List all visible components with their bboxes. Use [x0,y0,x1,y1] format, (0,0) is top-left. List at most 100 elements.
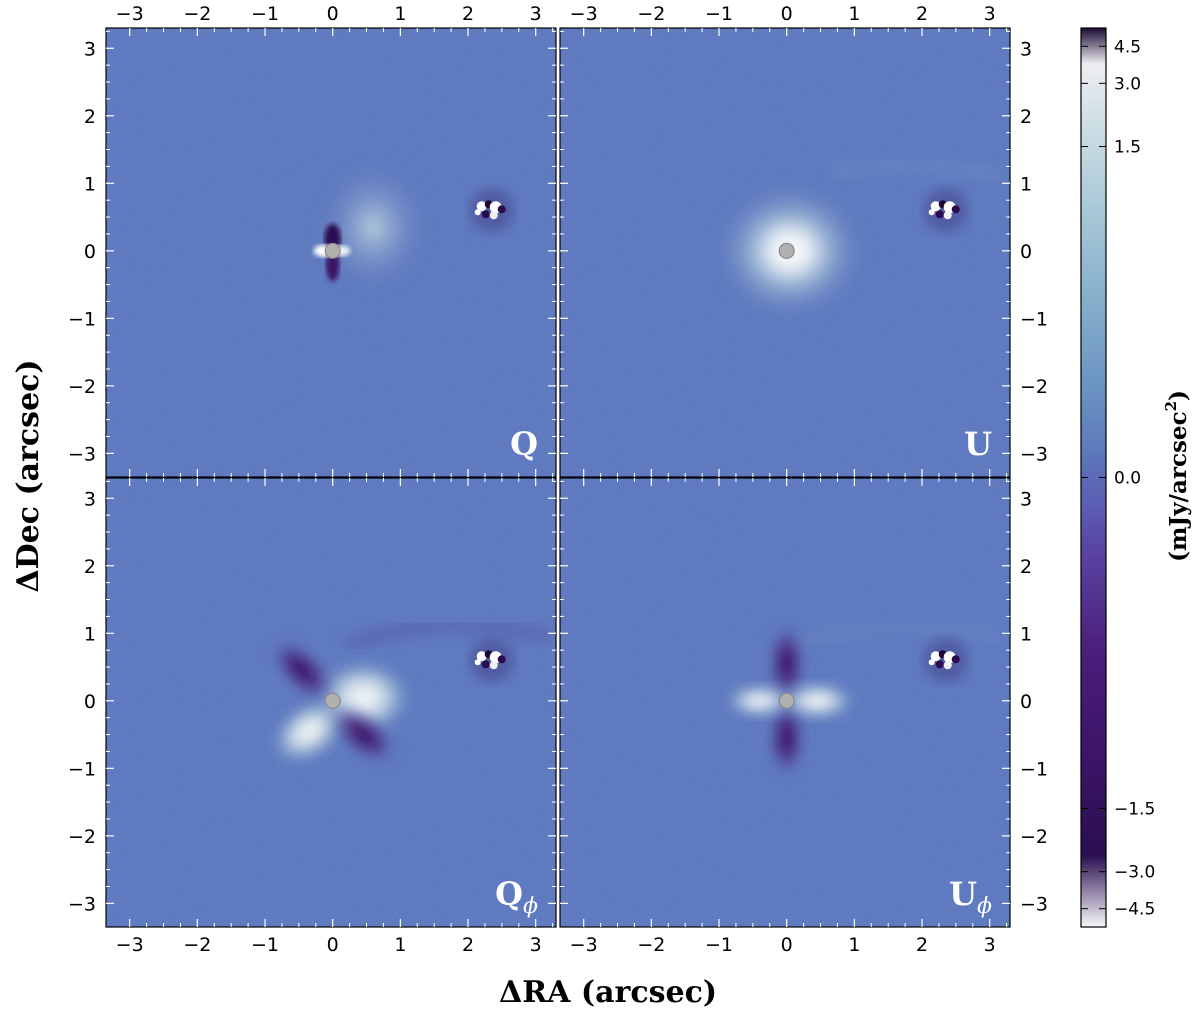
x-axis-title: ΔRA (arcsec) [499,975,717,1010]
colorbar-tick-label: 3.0 [1114,74,1141,94]
positive-lobe [779,681,855,720]
negative-lobe [270,638,335,703]
negative-lobe [767,622,806,705]
colorbar-title-main: (mJy/arcsec [1165,411,1192,561]
panel-ticks [560,28,1010,477]
y-tick-label-right: −2 [1020,826,1048,848]
outer-arc [343,617,552,655]
x-tick-label-bottom: 2 [462,934,474,956]
panel-frame [105,477,557,928]
x-tick-label-bottom: 3 [984,934,996,956]
tick-labels: −3 −2 −1 0 1 2 3 −3 −2 −1 0 1 2 3 [68,488,542,956]
y-tick-label-left: 0 [84,241,96,263]
outer-arc [798,619,1005,650]
x-tick-label-top: 0 [781,3,793,25]
coronagraph-mask [778,692,795,709]
x-tick-label-bottom: −3 [570,934,598,956]
companion-speckle [497,655,506,664]
colorbar-tick-label: −4.5 [1114,900,1155,920]
y-tick-label-left: 2 [84,556,96,578]
companion-speckle [474,209,481,216]
disk-emission [315,159,431,295]
x-tick-label-top: −1 [251,3,279,25]
x-tick-label-bottom: 1 [848,934,860,956]
panel-ticks [106,478,556,927]
x-tick-label-top: −1 [705,3,733,25]
companion [923,638,968,683]
y-tick-label-right: −3 [1020,443,1048,465]
x-tick-label-bottom: −2 [183,934,211,956]
y-tick-label-left: −1 [68,308,96,330]
x-tick-label-bottom: −1 [705,934,733,956]
panel-label-sub: ϕ [977,894,992,919]
panel-frame [559,477,1011,928]
x-tick-label-top: 1 [394,3,406,25]
companion-speckle [489,661,498,670]
companion-speckle [489,211,498,220]
y-tick-label-right: −2 [1020,376,1048,398]
y-tick-label-right: 0 [1020,241,1032,263]
colorbar-tick-label: 0.0 [1114,469,1141,489]
panel-label-main: Q [495,875,523,913]
positive-lobe [272,699,346,764]
x-tick-label-top: 1 [848,3,860,25]
tick-labels: −3 −2 −1 0 1 2 3 −3 −2 −1 0 1 2 3 [570,3,1048,465]
panel-image [106,478,556,927]
x-tick-label-top: 2 [462,3,474,25]
colorbar-title-sup: 2 [1162,401,1180,411]
panel-label: Uϕ [949,875,992,919]
companion-speckle [935,660,944,669]
companion-speckle [481,660,490,669]
panel-frame [559,27,1011,478]
x-tick-label-top: 3 [530,3,542,25]
companion-speckle [930,651,941,662]
y-tick-label-right: 3 [1020,488,1032,510]
x-tick-label-bottom: −3 [116,934,144,956]
companion-speckle [935,210,944,219]
x-tick-label-top: −3 [116,3,144,25]
companion [469,188,514,233]
coronagraph-mask [324,692,341,709]
panel-label: Qϕ [495,875,538,919]
tick-labels: −3 −2 −1 0 1 2 3 −3 −2 −1 0 1 2 3 [68,3,542,465]
panel-image [106,28,556,477]
panel-U: −3 −2 −1 0 1 2 3 −3 −2 −1 0 1 2 3 U [559,3,1048,478]
panel-image [560,478,1010,927]
panel-label: Q [510,425,538,463]
companion-speckle [481,210,490,219]
y-tick-label-left: −2 [68,826,96,848]
companion-speckle [474,659,481,666]
companion [469,638,514,683]
y-tick-label-right: 1 [1020,623,1032,645]
y-tick-label-left: −3 [68,893,96,915]
x-tick-label-top: −3 [570,3,598,25]
companion-speckle [928,659,935,666]
y-tick-label-right: −1 [1020,758,1048,780]
colorbar-tick-label: 4.5 [1114,37,1141,57]
panel-label-main: U [949,875,977,913]
companion-speckle [943,211,952,220]
x-tick-label-top: −2 [637,3,665,25]
companion-speckle [930,201,941,212]
y-tick-label-left: 3 [84,38,96,60]
panel-Q: −3 −2 −1 0 1 2 3 −3 −2 −1 0 1 2 3 Q [68,3,557,478]
colorbar-title-end: ) [1165,390,1192,401]
colorbar-ticks: 4.5 3.0 1.5 0.0 −1.5 −3.0 −4.5 [1081,37,1155,920]
y-tick-label-left: −2 [68,376,96,398]
x-tick-label-bottom: 0 [327,934,339,956]
y-tick-label-left: 3 [84,488,96,510]
y-tick-label-left: −3 [68,443,96,465]
x-tick-label-bottom: −2 [637,934,665,956]
panel-label: U [964,425,992,463]
tick-labels: −3 −2 −1 0 1 2 3 −3 −2 −1 0 1 2 3 [570,488,1048,956]
y-tick-label-right: 1 [1020,173,1032,195]
panel-ticks [106,28,556,477]
panels-layer: −3 −2 −1 0 1 2 3 −3 −2 −1 0 1 2 3 Q −3 −2 −1 0 1 2 3 −3 −2 −1 0 1 2… [68,3,1048,956]
y-tick-label-left: −1 [68,758,96,780]
y-tick-label-right: 2 [1020,106,1032,128]
x-tick-label-top: 0 [327,3,339,25]
companion-speckle [943,661,952,670]
y-axis-title: ΔDec (arcsec) [11,359,46,592]
